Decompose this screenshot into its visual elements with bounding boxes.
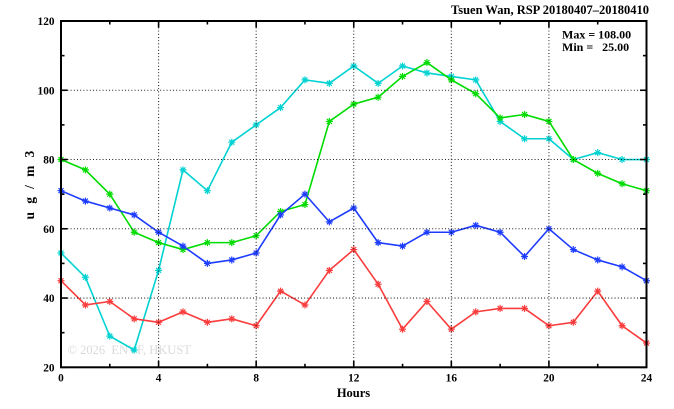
svg-text:Tsuen Wan, RSP 20180407–201804: Tsuen Wan, RSP 20180407–20180410 xyxy=(451,3,649,17)
svg-text:0: 0 xyxy=(58,373,64,385)
svg-text:Hours: Hours xyxy=(337,386,370,400)
svg-text:12: 12 xyxy=(348,373,360,385)
svg-text:80: 80 xyxy=(43,155,55,167)
svg-text:20: 20 xyxy=(543,373,555,385)
svg-text:ug/m3: ug/m3 xyxy=(22,142,37,219)
svg-text:24: 24 xyxy=(641,373,653,385)
svg-text:16: 16 xyxy=(446,373,458,385)
svg-text:Max = 108.00: Max = 108.00 xyxy=(562,28,631,42)
svg-text:60: 60 xyxy=(43,224,55,236)
svg-text:4: 4 xyxy=(156,373,162,385)
svg-text:120: 120 xyxy=(38,16,55,28)
svg-text:100: 100 xyxy=(38,85,55,97)
svg-text:40: 40 xyxy=(43,293,55,305)
svg-text:© 2026 ENVF, HKUST: © 2026 ENVF, HKUST xyxy=(68,343,192,357)
svg-text:8: 8 xyxy=(253,373,259,385)
svg-text:Min = 25.00: Min = 25.00 xyxy=(562,40,629,54)
svg-text:20: 20 xyxy=(43,363,55,375)
